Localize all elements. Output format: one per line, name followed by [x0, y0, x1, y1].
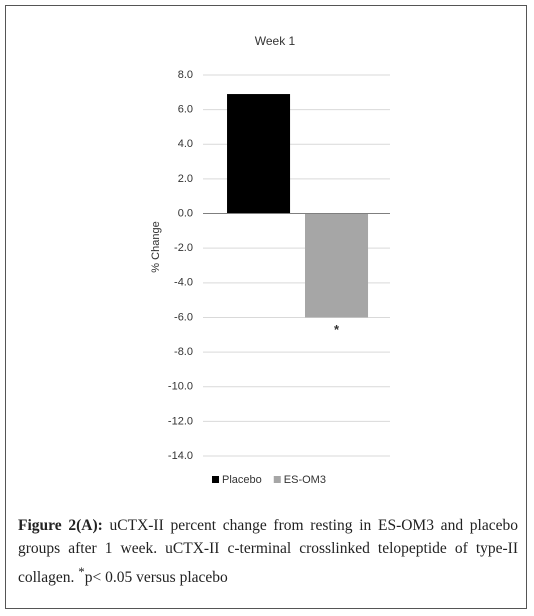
y-tick-label: 8.0: [178, 69, 193, 81]
y-axis-label: % Change: [150, 221, 162, 272]
caption-tail: p< 0.05 versus placebo: [84, 569, 228, 587]
y-tick-label: 6.0: [178, 104, 193, 116]
caption-text: uCTX-II percent change from resting in E…: [18, 517, 518, 587]
y-tick-label: -6.0: [174, 311, 193, 323]
legend-swatch: [273, 476, 281, 483]
legend-label: Placebo: [222, 474, 262, 486]
y-tick-label: -2.0: [174, 242, 193, 254]
y-tick-label: 0.0: [178, 207, 193, 219]
chart-title: Week 1: [255, 34, 296, 48]
legend-label: ES-OM3: [284, 474, 326, 486]
y-tick-label: -8.0: [174, 346, 193, 358]
y-tick-label: 4.0: [178, 138, 193, 150]
caption-sup: *: [78, 564, 85, 579]
figure-frame: [5, 5, 527, 609]
bar: [305, 213, 369, 318]
legend-swatch: [212, 476, 219, 483]
bar: [227, 94, 291, 214]
y-tick-label: -12.0: [168, 415, 193, 427]
annotation: *: [334, 322, 340, 337]
y-tick-label: -4.0: [174, 277, 193, 289]
caption-label: Figure 2(A):: [18, 517, 103, 534]
caption: Figure 2(A): uCTX-II percent change from…: [18, 514, 518, 589]
y-tick-label: -10.0: [168, 381, 193, 393]
y-tick-label: 2.0: [178, 173, 193, 185]
y-tick-label: -14.0: [168, 450, 193, 462]
